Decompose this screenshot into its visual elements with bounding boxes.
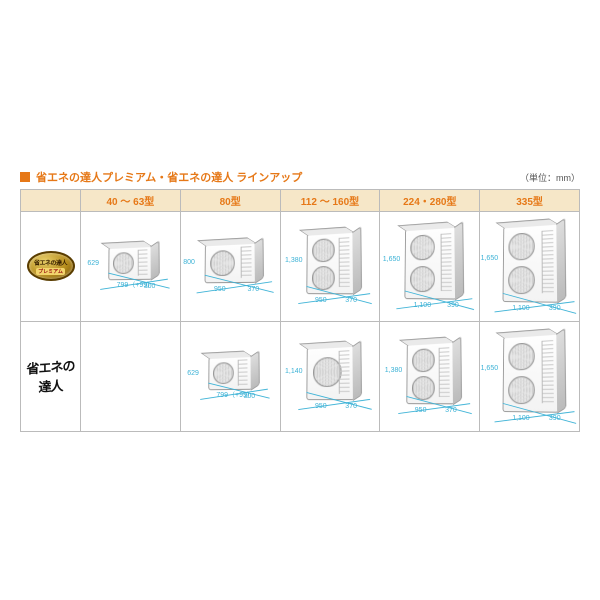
title-row: 省エネの達人プレミアム・省エネの達人 ラインアップ （単位：mm） — [20, 169, 580, 185]
title-bullet-icon — [20, 172, 30, 182]
row-label-cell: 省エネの達人 — [21, 321, 81, 431]
dim-depth: 300 — [144, 283, 156, 290]
unit-cell: 1,650 1,100 390 — [480, 321, 580, 431]
series-brush-label: 省エネの達人 — [21, 354, 80, 396]
dim-depth: 370 — [345, 297, 357, 304]
unit-cell — [81, 321, 181, 431]
ac-unit-icon — [502, 333, 559, 413]
table-body: 省エネの達人 プレミアム 629 799（+99） 300 800 950 37… — [21, 211, 580, 431]
lineup-table: 40 ～ 63型 80型 112 ～ 160型 224・280型 335型 省エ… — [20, 189, 580, 432]
dim-depth: 370 — [248, 286, 260, 293]
unit-cell: 1,140 950 370 — [280, 321, 380, 431]
unit-cell: 1,380 950 370 — [280, 211, 380, 321]
ac-unit-figure: 1,650 1,100 390 — [403, 227, 457, 299]
col-header: 40 ～ 63型 — [81, 189, 181, 211]
dim-depth: 390 — [549, 415, 561, 422]
unit-cell: 1,380 950 370 — [380, 321, 480, 431]
unit-cell: 1,650 1,100 390 — [380, 211, 480, 321]
ac-unit-icon — [404, 226, 457, 300]
unit-cell: 629 799（+99） 300 — [81, 211, 181, 321]
lineup-sheet: 省エネの達人プレミアム・省エネの達人 ラインアップ （単位：mm） 40 ～ 6… — [20, 169, 580, 432]
ac-unit-figure: 1,650 1,100 390 — [501, 224, 559, 302]
dim-depth: 370 — [445, 407, 457, 414]
dim-width: 1,100 — [512, 415, 530, 422]
dim-height: 1,650 — [383, 256, 401, 263]
premium-badge-icon: 省エネの達人 プレミアム — [27, 251, 75, 281]
dim-depth: 390 — [447, 302, 459, 309]
dim-height: 629 — [187, 370, 199, 377]
dim-height: 1,380 — [385, 367, 403, 374]
dim-depth: 390 — [549, 305, 561, 312]
dim-height: 1,650 — [481, 365, 499, 372]
dim-depth: 300 — [244, 393, 256, 400]
ac-unit-figure: 629 799（+99） 300 — [107, 246, 153, 280]
col-header: 335型 — [480, 189, 580, 211]
ac-unit-icon — [208, 355, 253, 390]
dim-width: 950 — [415, 407, 427, 414]
unit-note: （単位：mm） — [520, 171, 580, 184]
unit-cell: 800 950 370 — [180, 211, 280, 321]
table-row: 省エネの達人 629 799（+99） 300 1,140 950 370 1,… — [21, 321, 580, 431]
dim-depth: 370 — [345, 403, 357, 410]
unit-cell: 629 799（+99） 300 — [180, 321, 280, 431]
row-label-cell: 省エネの達人 プレミアム — [21, 211, 81, 321]
ac-unit-figure: 1,140 950 370 — [305, 346, 355, 400]
dim-height: 1,140 — [285, 368, 303, 375]
section-title: 省エネの達人プレミアム・省エネの達人 ラインアップ — [36, 169, 520, 185]
dim-width: 950 — [315, 403, 327, 410]
dim-height: 1,380 — [285, 257, 303, 264]
dim-height: 629 — [87, 260, 99, 267]
dim-height: 1,650 — [481, 255, 499, 262]
ac-unit-icon — [306, 345, 355, 400]
dim-height: 800 — [183, 259, 195, 266]
ac-unit-icon — [502, 223, 559, 303]
table-header-row: 40 ～ 63型 80型 112 ～ 160型 224・280型 335型 — [21, 189, 580, 211]
dim-width: 1,100 — [414, 302, 432, 309]
ac-unit-figure: 1,650 1,100 390 — [501, 334, 559, 412]
ac-unit-icon — [109, 245, 154, 280]
dim-width: 1,100 — [512, 305, 530, 312]
dim-width: 950 — [214, 286, 226, 293]
col-header: 112 ～ 160型 — [280, 189, 380, 211]
ac-unit-icon — [306, 231, 355, 294]
ac-unit-figure: 1,380 950 370 — [405, 342, 455, 404]
dim-width: 950 — [315, 297, 327, 304]
ac-unit-icon — [406, 341, 455, 404]
ac-unit-icon — [205, 242, 257, 283]
table-row: 省エネの達人 プレミアム 629 799（+99） 300 800 950 37… — [21, 211, 580, 321]
unit-cell: 1,650 1,100 390 — [480, 211, 580, 321]
ac-unit-figure: 800 950 370 — [203, 243, 257, 283]
col-header: 224・280型 — [380, 189, 480, 211]
col-header: 80型 — [180, 189, 280, 211]
header-blank — [21, 189, 81, 211]
ac-unit-figure: 629 799（+99） 300 — [207, 356, 253, 390]
ac-unit-figure: 1,380 950 370 — [305, 232, 355, 294]
